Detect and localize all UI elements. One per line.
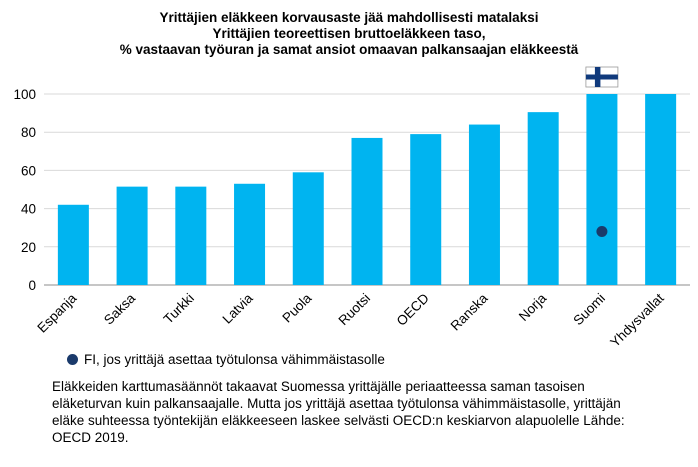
x-tick-label: Yhdysvallat	[607, 290, 667, 350]
legend-label: FI, jos yrittäjä asettaa työtulonsa vähi…	[84, 352, 385, 367]
x-tick-label: Suomi	[570, 291, 608, 329]
y-tick-label: 0	[28, 278, 36, 293]
finland-flag-icon	[585, 66, 619, 88]
bar-puola	[292, 172, 324, 285]
bar-turkki	[175, 186, 207, 285]
y-tick-label: 80	[21, 125, 36, 140]
x-tick-label: Latvia	[220, 290, 256, 326]
x-tick-label: OECD	[394, 290, 432, 328]
bar-suomi	[586, 94, 618, 285]
chart-title: Yrittäjien eläkkeen korvausaste jää mahd…	[159, 10, 539, 25]
legend-marker-icon	[67, 354, 78, 365]
chart-subtitle: Yrittäjien teoreettisen bruttoeläkkeen t…	[212, 26, 486, 41]
x-tick-label: Ruotsi	[335, 291, 373, 329]
x-tick-label: Ranska	[448, 290, 491, 333]
marker-point	[596, 226, 608, 238]
bar-oecd	[410, 134, 442, 285]
bar-saksa	[116, 186, 148, 285]
y-tick-label: 40	[21, 202, 36, 217]
x-tick-label: Turkki	[161, 291, 197, 327]
bar-latvia	[234, 183, 266, 285]
bar-chart: 0 20 40 60 80 100 Espanja Saksa Turkki Latvia Puol…	[13, 66, 690, 350]
x-tick-label: Saksa	[101, 290, 138, 327]
legend: FI, jos yrittäjä asettaa työtulonsa vähi…	[67, 352, 385, 368]
y-tick-label: 20	[21, 240, 36, 255]
footnote: Eläkkeiden karttumasäännöt takaavat Suom…	[52, 379, 625, 445]
bar-ranska	[468, 124, 500, 285]
bar-norja	[527, 112, 559, 286]
x-tick-label: Puola	[279, 290, 314, 325]
bar-espanja	[57, 204, 89, 285]
chart-subtitle-2: % vastaavan työuran ja samat ansiot omaa…	[119, 42, 579, 57]
bar-ruotsi	[351, 137, 383, 285]
bar-yhdysvallat	[645, 94, 677, 285]
x-tick-label: Norja	[516, 290, 550, 324]
y-tick-label: 60	[21, 163, 36, 178]
x-tick-label: Espanja	[34, 290, 79, 335]
y-tick-label: 100	[13, 87, 36, 102]
